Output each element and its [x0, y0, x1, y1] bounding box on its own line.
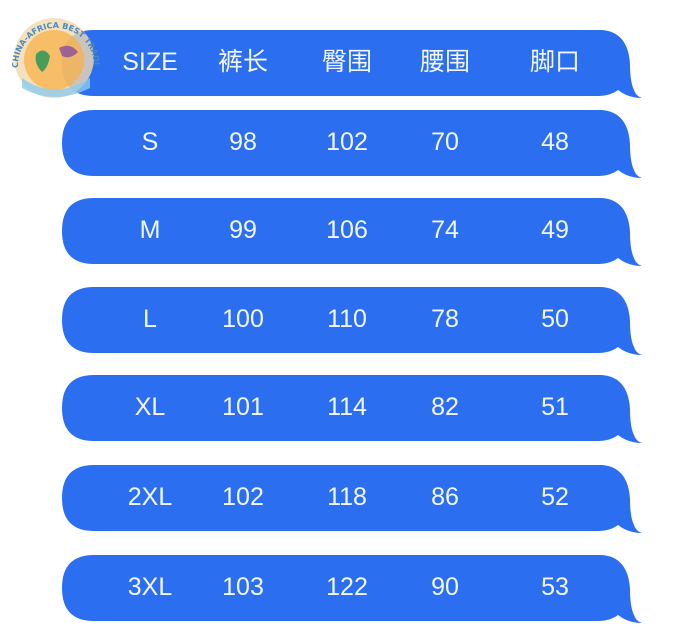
column-header: SIZE	[122, 48, 178, 76]
header-row: SIZE 裤长 臀围 腰围 脚口	[62, 30, 652, 100]
table-cell: 48	[541, 128, 569, 156]
table-cell: 51	[541, 393, 569, 421]
table-cell: 3XL	[127, 573, 173, 601]
table-row: 2XL 102 118 86 52	[62, 465, 652, 535]
column-header: 臀围	[321, 48, 373, 76]
table-cell: 110	[327, 305, 367, 333]
table-cell: 50	[541, 305, 569, 333]
table-cell: 118	[327, 483, 367, 511]
chat-bubble	[62, 465, 642, 533]
table-cell: 102	[222, 483, 264, 511]
table-row: M 99 106 74 49	[62, 198, 652, 268]
chat-bubble	[62, 375, 642, 443]
table-row: L 100 110 78 50	[62, 287, 652, 357]
table-cell: M	[139, 216, 161, 244]
table-row: S 98 102 70 48	[62, 110, 652, 180]
table-cell: 53	[541, 573, 569, 601]
column-header: 腰围	[419, 48, 471, 76]
table-cell: 70	[431, 128, 459, 156]
chat-bubble	[62, 198, 642, 266]
chat-bubble	[62, 555, 642, 623]
table-cell: XL	[134, 393, 166, 421]
table-cell: 86	[431, 483, 459, 511]
table-cell: 74	[431, 216, 459, 244]
table-cell: 2XL	[127, 483, 173, 511]
table-cell: 103	[222, 573, 264, 601]
chat-bubble	[62, 30, 642, 98]
column-header: 脚口	[529, 48, 581, 76]
table-cell: 122	[326, 573, 368, 601]
table-cell: 90	[431, 573, 459, 601]
table-cell: 114	[327, 393, 367, 421]
table-cell: 82	[431, 393, 459, 421]
table-cell: 100	[222, 305, 264, 333]
logo: CHINA-AFRICA BEST TRADING PLATFORM	[4, 6, 101, 98]
table-cell: 102	[326, 128, 368, 156]
chat-bubble	[62, 110, 642, 178]
table-cell: 52	[541, 483, 569, 511]
table-cell: 106	[326, 216, 368, 244]
table-row: 3XL 103 122 90 53	[62, 555, 652, 625]
table-cell: 49	[541, 216, 569, 244]
table-cell: 98	[229, 128, 257, 156]
table-cell: S	[141, 128, 159, 156]
chat-bubble	[62, 287, 642, 355]
table-cell: L	[143, 305, 157, 333]
table-cell: 78	[431, 305, 459, 333]
table-cell: 99	[229, 216, 257, 244]
column-header: 裤长	[217, 48, 269, 76]
table-cell: 101	[222, 393, 264, 421]
table-row: XL 101 114 82 51	[62, 375, 652, 445]
